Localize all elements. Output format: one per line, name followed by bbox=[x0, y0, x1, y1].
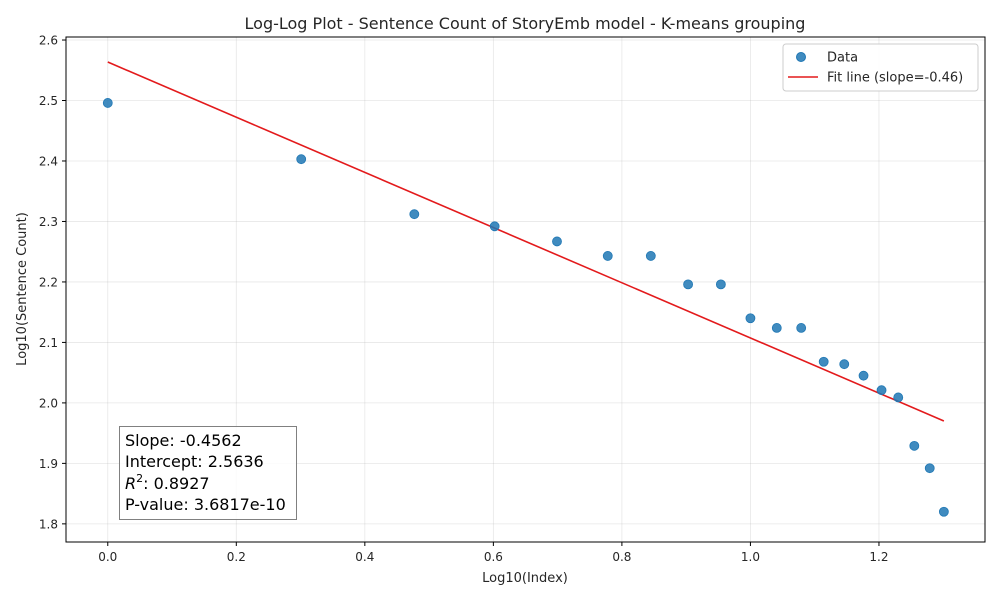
data-point bbox=[893, 392, 904, 403]
data-point bbox=[876, 385, 887, 396]
data-point bbox=[938, 506, 949, 517]
y-tick-label: 2.4 bbox=[39, 154, 58, 168]
y-tick-label: 2.6 bbox=[39, 34, 58, 48]
fit-line-layer bbox=[107, 61, 945, 422]
y-tick-label: 2.0 bbox=[39, 396, 58, 410]
x-axis-label: Log10(Index) bbox=[482, 571, 568, 586]
data-points bbox=[102, 98, 949, 517]
stats-slope: Slope: -0.4562 bbox=[125, 431, 242, 450]
r2-symbol: R bbox=[125, 474, 136, 493]
x-axis-ticks: 0.0 0.2 0.4 0.6 0.8 1.0 1.2 bbox=[98, 542, 889, 564]
y-tick-label: 2.2 bbox=[39, 275, 58, 289]
data-point bbox=[102, 98, 113, 108]
legend-data-marker bbox=[796, 52, 806, 62]
data-point bbox=[602, 251, 613, 261]
legend-fit-label: Fit line (slope=-0.46) bbox=[827, 71, 963, 86]
y-tick-label: 2.1 bbox=[39, 336, 58, 350]
data-point bbox=[489, 221, 500, 232]
data-point bbox=[645, 251, 656, 261]
legend-frame bbox=[782, 43, 979, 92]
y-tick-label: 1.8 bbox=[39, 517, 58, 531]
data-point bbox=[715, 279, 726, 290]
stats-pvalue: P-value: 3.6817e-10 bbox=[125, 495, 286, 514]
stats-annotation: Slope: -0.4562 Intercept: 2.5636 R2: 0.8… bbox=[119, 426, 297, 520]
data-point bbox=[839, 359, 850, 370]
y-tick-label: 2.3 bbox=[39, 215, 58, 229]
x-tick-label: 1.0 bbox=[741, 550, 760, 564]
r2-superscript: 2 bbox=[136, 472, 143, 485]
chart-title: Log-Log Plot - Sentence Count of StoryEm… bbox=[245, 14, 806, 33]
x-tick-label: 0.8 bbox=[612, 550, 631, 564]
x-tick-label: 0.4 bbox=[355, 550, 374, 564]
data-point bbox=[818, 356, 829, 367]
y-axis-ticks: 1.8 1.9 2.0 2.1 2.2 2.3 2.4 2.5 2.6 bbox=[39, 34, 66, 531]
data-point bbox=[409, 209, 420, 220]
data-point bbox=[909, 440, 920, 451]
x-tick-label: 0.2 bbox=[227, 550, 246, 564]
plot-area-frame bbox=[65, 36, 986, 543]
x-tick-label: 1.2 bbox=[869, 550, 888, 564]
stats-intercept: Intercept: 2.5636 bbox=[125, 452, 264, 471]
y-axis-label: Log10(Sentence Count) bbox=[15, 212, 30, 366]
x-tick-label: 0.0 bbox=[98, 550, 117, 564]
data-point bbox=[858, 370, 869, 381]
data-point bbox=[771, 323, 782, 333]
legend-data-label: Data bbox=[827, 51, 858, 66]
stats-r-squared: R2: 0.8927 bbox=[125, 472, 210, 493]
data-point bbox=[552, 236, 562, 247]
stats-box bbox=[119, 426, 297, 520]
y-tick-label: 2.5 bbox=[39, 94, 58, 108]
y-tick-label: 1.9 bbox=[39, 457, 58, 471]
data-point bbox=[745, 313, 756, 324]
data-point bbox=[296, 154, 307, 165]
data-point bbox=[683, 279, 693, 290]
data-point bbox=[924, 463, 935, 474]
r2-value: : 0.8927 bbox=[143, 474, 209, 493]
data-point bbox=[796, 323, 807, 333]
fit-line bbox=[107, 61, 945, 422]
legend: Data Fit line (slope=-0.46) bbox=[782, 43, 979, 92]
x-tick-label: 0.6 bbox=[484, 550, 503, 564]
